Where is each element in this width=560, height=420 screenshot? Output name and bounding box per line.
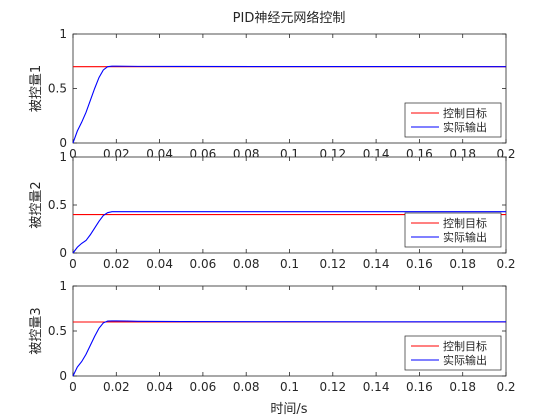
- x-tick-label: 0.14: [363, 257, 390, 271]
- subplot-2: 0 0.02 0.04 0.06 0.08 0.1 0.12 0.14 0.16 0.18 0.2 0…: [29, 150, 516, 271]
- legend-box: [404, 212, 502, 248]
- x-tick-label: 0.16: [406, 257, 433, 271]
- x-axis-label: 时间/s: [270, 402, 307, 417]
- y-axis-label: 被控量1: [29, 65, 44, 112]
- legend-box: [404, 335, 502, 371]
- y-tick-label: 0: [59, 136, 67, 150]
- x-tick-label: 0.18: [449, 380, 476, 394]
- x-tick-label: 0.08: [233, 380, 260, 394]
- y-tick-label: 0: [59, 246, 67, 260]
- series-line-2: [72, 65, 507, 144]
- x-tick-label: 0: [69, 147, 77, 161]
- y-axis-label: 被控量2: [29, 181, 44, 228]
- x-tick-label: 0: [69, 257, 77, 271]
- subplot-3: 0 0.02 0.04 0.06 0.08 0.1 0.12 0.14 0.16 0.18 0.2 0…: [29, 279, 516, 394]
- x-tick-label: 0.02: [103, 257, 130, 271]
- series-line-2: [72, 320, 506, 377]
- x-tick-label: 0.16: [406, 380, 433, 394]
- legend-label-2: 实际输出: [443, 230, 487, 244]
- legend-label-2: 实际输出: [443, 120, 487, 134]
- legend-label-2: 实际输出: [443, 353, 487, 367]
- x-tick-label: 0.06: [190, 257, 217, 271]
- subplots: 0 0.02 0.04 0.06 0.08 0.1 0.12 0.14 0.16 0.18 0.2 0…: [29, 27, 516, 394]
- legend-box: [404, 102, 502, 138]
- legend-label-1: 控制目标: [443, 106, 487, 120]
- y-tick-label: 0: [59, 369, 67, 383]
- series-line-2: [72, 211, 506, 254]
- x-tick-label: 0.08: [233, 257, 260, 271]
- x-tick-label: 0.06: [190, 380, 217, 394]
- y-tick-label: 1: [59, 279, 67, 293]
- y-tick-label: 0.5: [48, 324, 67, 338]
- x-tick-label: 0.04: [146, 257, 173, 271]
- y-tick-label: 1: [59, 150, 67, 164]
- x-tick-label: 0.12: [319, 380, 346, 394]
- y-tick-label: 1: [59, 27, 67, 41]
- x-tick-label: 0.14: [363, 380, 390, 394]
- subplot-1: 0 0.02 0.04 0.06 0.08 0.1 0.12 0.14 0.16 0.18 0.20…: [29, 27, 516, 161]
- x-tick-label: 0.2: [496, 257, 515, 271]
- x-tick-label: 0.04: [146, 380, 173, 394]
- y-tick-label: 0.5: [48, 198, 67, 212]
- chart-title: PID神经元网络控制: [233, 10, 346, 26]
- y-axis-label: 被控量3: [29, 307, 44, 354]
- x-tick-label: 0.18: [449, 257, 476, 271]
- x-tick-label: 0.12: [319, 257, 346, 271]
- x-tick-label: 0.2: [496, 380, 515, 394]
- x-tick-label: 0.1: [280, 380, 299, 394]
- x-tick-label: 0: [69, 380, 77, 394]
- y-tick-label: 0.5: [48, 82, 67, 96]
- x-tick-label: 0.1: [280, 257, 299, 271]
- legend-label-1: 控制目标: [443, 339, 487, 353]
- legend-label-1: 控制目标: [443, 216, 487, 230]
- x-tick-label: 0.02: [103, 380, 130, 394]
